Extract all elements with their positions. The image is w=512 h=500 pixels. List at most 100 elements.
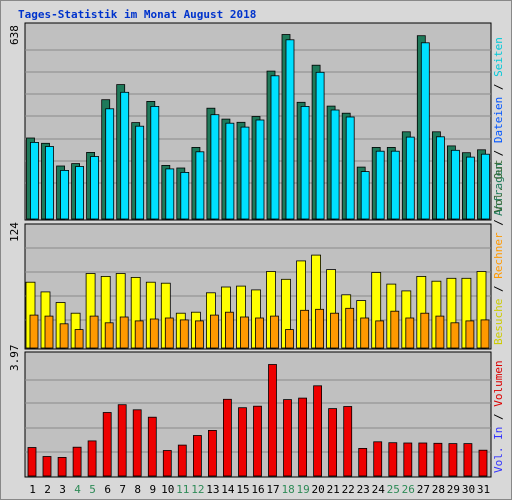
bar-dateien (90, 156, 99, 220)
bar-dateien (60, 169, 69, 220)
x-tick-label: 30 (462, 483, 475, 496)
y-max-label: 638 (8, 25, 21, 45)
bar-volumen (283, 399, 292, 477)
legend-vol-out: Vol. Out (492, 160, 505, 213)
bar-volumen (72, 446, 82, 477)
axis-legend-label: Anfragen / Dateien / Seiten (492, 37, 505, 216)
bar-rechner (450, 322, 460, 349)
bar-volumen (418, 442, 428, 477)
bar-dateien (135, 125, 145, 220)
bar-volumen (388, 442, 398, 477)
bar-rechner (315, 308, 325, 349)
bar-rechner (465, 320, 475, 349)
x-tick-label: 28 (432, 483, 445, 496)
bar-volumen (117, 404, 127, 477)
legend-volumen: Volumen (492, 360, 505, 406)
x-tick-label: 3 (59, 483, 66, 496)
x-tick-label: 5 (89, 483, 96, 496)
bar-volumen (147, 416, 157, 477)
panel-top: 638 Anfragen / Dateien / Seiten (8, 22, 505, 221)
legend-anfragen: Anfragen (492, 163, 505, 216)
bar-rechner (119, 316, 129, 349)
bar-rechner (360, 317, 370, 349)
legend-besuche: Besuche (492, 299, 505, 345)
bar-rechner (104, 322, 114, 349)
x-tick-label: 20 (311, 483, 324, 496)
bar-volumen (343, 406, 353, 477)
legend-vol-in: Vol. In (492, 427, 505, 473)
bar-volumen (373, 441, 383, 477)
bar-volumen (448, 443, 458, 477)
bar-dateien (285, 39, 295, 220)
panel-middle: 124 Besuche / Rechner / Vol. Out (8, 160, 505, 350)
bar-rechner (74, 329, 84, 349)
legend-separator: / (492, 77, 505, 97)
bar-dateien (315, 71, 325, 220)
bar-dateien (300, 106, 310, 220)
bar-volumen (27, 447, 37, 477)
x-tick-label: 25 (387, 483, 400, 496)
bar-dateien (255, 119, 265, 220)
legend-seiten: Seiten (492, 37, 505, 77)
bar-rechner (375, 320, 385, 349)
bar-dateien (165, 168, 175, 220)
x-tick-label: 15 (236, 483, 249, 496)
bar-volumen (87, 440, 97, 477)
bar-dateien (465, 156, 475, 220)
bar-dateien (225, 122, 235, 220)
bar-volumen (102, 412, 112, 477)
bar-rechner (179, 319, 189, 349)
bar-rechner (285, 329, 294, 349)
x-tick-label: 21 (327, 483, 340, 496)
bar-dateien (180, 171, 190, 220)
bar-dateien (45, 146, 54, 220)
bar-volumen (132, 409, 142, 477)
bar-rechner (330, 312, 340, 349)
bar-volumen (403, 442, 413, 477)
bar-dateien (30, 141, 39, 220)
bar-dateien (435, 136, 445, 220)
bar-rechner (194, 320, 204, 349)
bar-rechner (420, 312, 430, 349)
bar-volumen (57, 456, 67, 477)
bar-dateien (405, 136, 415, 220)
x-tick-label: 6 (104, 483, 111, 496)
bar-dateien (75, 166, 84, 220)
x-tick-label: 14 (221, 483, 235, 496)
legend-separator: / (492, 279, 505, 299)
y-max-label: 124 (8, 222, 21, 242)
x-tick-label: 29 (447, 483, 460, 496)
bar-dateien (360, 171, 370, 220)
bar-dateien (481, 153, 490, 220)
bar-volumen (162, 450, 172, 477)
bar-rechner (255, 317, 264, 349)
bar-volumen (253, 405, 262, 477)
bar-dateien (345, 116, 355, 220)
x-tick-label: 12 (191, 483, 204, 496)
x-tick-label: 23 (357, 483, 370, 496)
x-tick-label: 19 (296, 483, 309, 496)
bar-volumen (298, 397, 308, 477)
bar-dateien (375, 150, 385, 220)
bar-rechner (345, 307, 355, 349)
bar-rechner (149, 318, 159, 349)
bar-rechner (480, 319, 490, 349)
bar-rechner (240, 316, 249, 349)
bar-volumen (177, 444, 187, 477)
bar-rechner (29, 314, 39, 349)
x-tick-label: 1 (29, 483, 36, 496)
axis-legend-label: Vol. In / Volumen (492, 360, 505, 473)
legend-rechner: Rechner (492, 232, 505, 279)
bar-rechner (390, 310, 400, 349)
x-tick-label: 31 (477, 483, 490, 496)
x-tick-label: 16 (251, 483, 264, 496)
x-tick-label: 13 (206, 483, 219, 496)
legend-separator: / (492, 407, 505, 427)
bar-dateien (195, 151, 205, 220)
bar-rechner (59, 323, 69, 349)
legend-separator: / (492, 213, 505, 233)
legend-dateien: Dateien (492, 97, 505, 143)
x-tick-label: 27 (417, 483, 430, 496)
bar-dateien (105, 108, 115, 220)
